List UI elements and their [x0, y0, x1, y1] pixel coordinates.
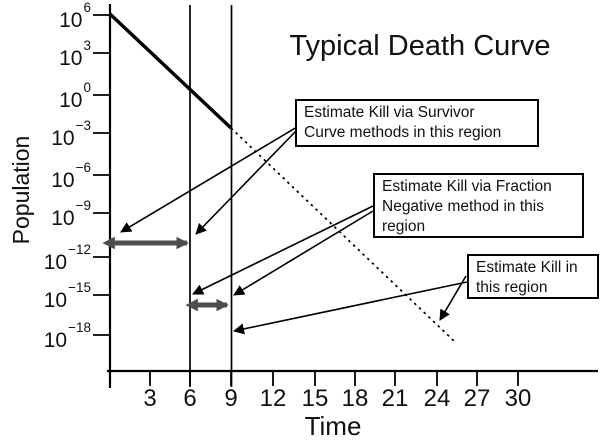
- y-tick-label: 103: [59, 38, 91, 70]
- x-tick-label: 30: [504, 385, 532, 412]
- callout-estimate-kill: Estimate Kill in this region: [467, 254, 599, 299]
- x-tick-label: 12: [259, 385, 287, 412]
- fraction-callout-arrow-right: [233, 210, 374, 296]
- x-axis-title: Time: [304, 411, 362, 441]
- callout-fraction-negative: Estimate Kill via Fraction Negative meth…: [373, 173, 584, 238]
- kill-callout-arrow-left: [233, 281, 468, 335]
- callout-survivor-curve: Estimate Kill via Survivor Curve methods…: [295, 99, 539, 147]
- x-tick-label: 18: [341, 385, 369, 412]
- y-tick-label: 106: [59, 0, 91, 32]
- x-tick-marks: [149, 371, 519, 386]
- y-tick-label: 10−9: [51, 198, 91, 230]
- kill-callout-arrow-curve: [439, 275, 467, 321]
- x-tick-label: 15: [301, 385, 329, 412]
- x-tick-label: 21: [381, 385, 409, 412]
- chart-title: Typical Death Curve: [289, 30, 551, 62]
- x-tick-label: 9: [224, 385, 238, 412]
- x-tick-label: 24: [423, 385, 451, 412]
- x-tick-label: 27: [463, 385, 491, 412]
- x-tick-label: 6: [183, 385, 197, 412]
- y-tick-marks: [93, 14, 110, 336]
- death-curve-solid: [108, 12, 233, 130]
- y-tick-label: 10−3: [51, 118, 91, 150]
- y-tick-label: 100: [59, 80, 91, 112]
- y-tick-label: 10−12: [43, 242, 91, 274]
- survivor-callout-arrow-left: [120, 126, 298, 233]
- callout-arrows: [120, 126, 468, 335]
- x-tick-label: 3: [143, 385, 157, 412]
- survivor-callout-arrow-right: [195, 129, 298, 235]
- y-tick-label: 10−6: [51, 160, 91, 192]
- y-tick-label: 10−15: [43, 280, 91, 312]
- y-tick-label: 10−18: [43, 320, 91, 352]
- fraction-callout-arrow-left: [192, 205, 374, 295]
